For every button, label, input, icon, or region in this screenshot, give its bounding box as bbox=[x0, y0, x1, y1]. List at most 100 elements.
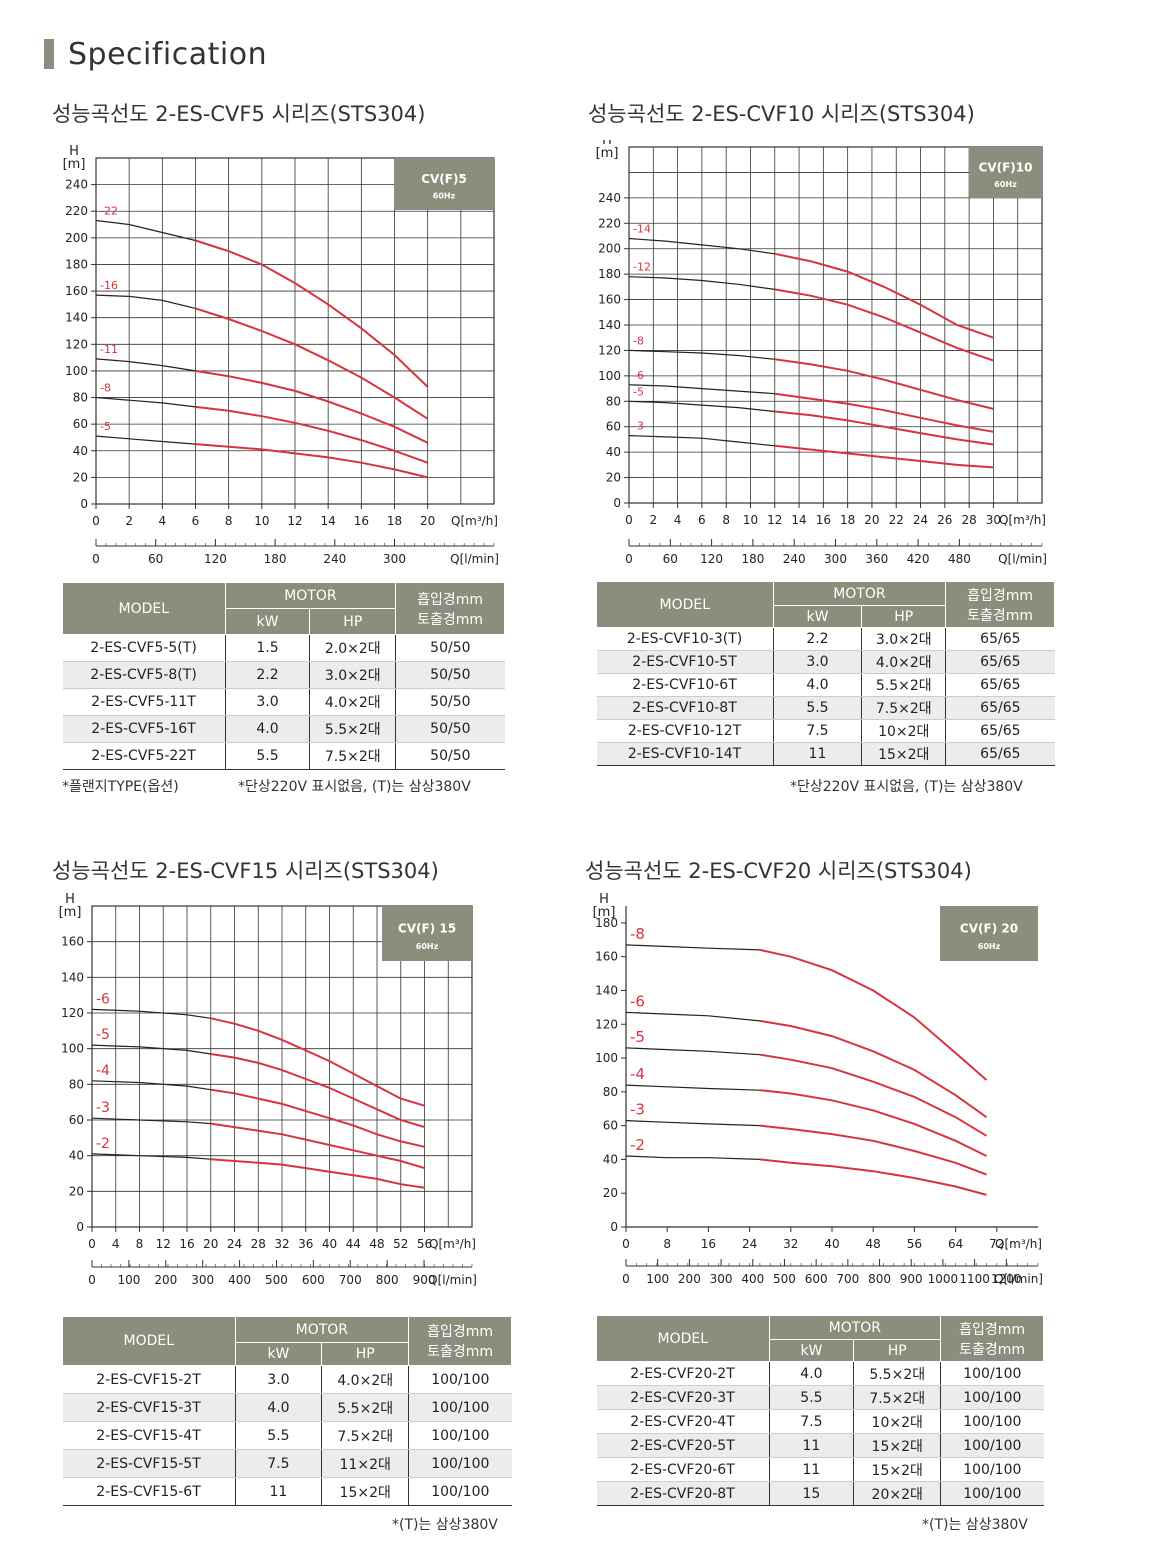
cell-hp: 2.0×2대 bbox=[309, 634, 396, 662]
cell-hp: 15×2대 bbox=[853, 1433, 941, 1458]
cell-model: 2-ES-CVF20-2T bbox=[596, 1361, 770, 1386]
curve-stage-label: -3 bbox=[630, 1101, 645, 1119]
table-row: 2-ES-CVF20-4T 7.5 10×2대 100/100 bbox=[596, 1409, 1044, 1434]
cell-model: 2-ES-CVF10-8T bbox=[596, 696, 774, 720]
model-badge-label: CV(F) 15 bbox=[398, 921, 456, 935]
cell-hp: 4.0×2대 bbox=[861, 650, 946, 674]
curve-shutoff-segment bbox=[625, 1047, 760, 1056]
pump-curve-chart-cvf20: 0 20 40 60 80 100 120 140 160 180 0 8 16 24 32 40 48 56 64… bbox=[593, 892, 1043, 1286]
curve-shutoff-segment bbox=[628, 435, 775, 447]
x-tick-label: 2 bbox=[649, 513, 657, 527]
header-bore-suction: 흡입경mm bbox=[967, 587, 1034, 604]
y-tick-label: 140 bbox=[61, 970, 84, 984]
cell-kw: 2.2 bbox=[224, 661, 310, 689]
y-tick-label: 120 bbox=[65, 337, 88, 351]
model-badge-sub: 60Hz bbox=[994, 180, 1017, 189]
x-tick-label: 16 bbox=[701, 1237, 716, 1251]
table-row: 2-ES-CVF15-6T 11 15×2대 100/100 bbox=[62, 1477, 512, 1506]
cell-hp: 5.5×2대 bbox=[853, 1361, 941, 1386]
note-voltage: *(T)는 삼상380V bbox=[392, 1517, 498, 1533]
y-tick-label: 180 bbox=[595, 916, 618, 930]
curve-operating-segment bbox=[759, 1124, 987, 1176]
x2-tick-label: 400 bbox=[741, 1272, 764, 1286]
curve-operating-segment bbox=[195, 369, 429, 444]
x-tick-label: 24 bbox=[913, 513, 928, 527]
x2-tick-label: 600 bbox=[302, 1273, 325, 1287]
y-tick-label: 40 bbox=[73, 444, 88, 458]
cell-model: 2-ES-CVF20-5T bbox=[596, 1433, 770, 1458]
curve-shutoff-segment bbox=[625, 1155, 760, 1160]
y-tick-label: 120 bbox=[595, 1017, 618, 1031]
cell-kw: 7.5 bbox=[768, 1409, 854, 1434]
x-tick-label: 56 bbox=[907, 1237, 922, 1251]
x-tick-label: 14 bbox=[791, 513, 806, 527]
curve-stage-label: -8 bbox=[630, 925, 645, 943]
table-row: 2-ES-CVF15-3T 4.0 5.5×2대 100/100 bbox=[62, 1393, 512, 1422]
x-tick-label: 20 bbox=[864, 513, 879, 527]
note-flange: *플랜지TYPE(옵션) bbox=[62, 779, 179, 795]
curve-shutoff-segment bbox=[625, 1084, 760, 1091]
curve-operating-segment bbox=[774, 392, 994, 433]
curve-operating-segment bbox=[759, 1158, 987, 1196]
header-motor: MOTOR bbox=[224, 582, 397, 609]
curve-shutoff-segment bbox=[625, 1120, 760, 1127]
section-title: 성능곡선도 2-ES-CVF10 시리즈(STS304) bbox=[588, 102, 975, 126]
y-tick-label: 180 bbox=[598, 267, 621, 281]
header-motor: MOTOR bbox=[772, 581, 947, 606]
x-tick-label: 4 bbox=[159, 514, 167, 528]
curve-stage-label: -3 bbox=[96, 1100, 110, 1116]
cell-model: 2-ES-CVF15-2T bbox=[62, 1365, 236, 1394]
x-tick-label: 12 bbox=[287, 514, 302, 528]
x-tick-label: 12 bbox=[767, 513, 782, 527]
cell-kw: 5.5 bbox=[772, 696, 862, 720]
curve-stage-label: -14 bbox=[633, 223, 651, 236]
y-tick-label: 0 bbox=[80, 497, 88, 511]
x-tick-label: 14 bbox=[321, 514, 336, 528]
x-axis-label: Q[m³/h] bbox=[429, 1237, 476, 1251]
cell-kw: 4.0 bbox=[234, 1393, 322, 1422]
header-kw: kW bbox=[234, 1342, 323, 1366]
x2-tick-label: 0 bbox=[622, 1272, 630, 1286]
x2-tick-label: 480 bbox=[948, 552, 971, 566]
x2-tick-label: 120 bbox=[700, 552, 723, 566]
x-tick-label: 30 bbox=[986, 513, 1001, 527]
y-tick-label: 220 bbox=[598, 216, 621, 230]
y-tick-label: 20 bbox=[606, 471, 621, 485]
y-tick-label: 0 bbox=[610, 1220, 618, 1234]
model-badge-sub: 60Hz bbox=[416, 942, 439, 951]
x-tick-label: 16 bbox=[816, 513, 831, 527]
x-tick-label: 12 bbox=[156, 1237, 171, 1251]
x2-tick-label: 1100 bbox=[959, 1272, 990, 1286]
x2-tick-label: 900 bbox=[413, 1273, 436, 1287]
y-tick-label: 100 bbox=[595, 1051, 618, 1065]
cell-bore: 65/65 bbox=[945, 627, 1055, 651]
cell-bore: 65/65 bbox=[945, 696, 1055, 720]
cell-hp: 7.5×2대 bbox=[861, 696, 946, 720]
cell-hp: 4.0×2대 bbox=[309, 688, 396, 716]
page-title: Specification bbox=[68, 36, 268, 72]
cell-model: 2-ES-CVF10-12T bbox=[596, 719, 774, 743]
y-axis-unit: [m] bbox=[593, 905, 616, 920]
table-row: 2-ES-CVF10-5T 3.0 4.0×2대 65/65 bbox=[596, 650, 1055, 674]
cell-bore: 100/100 bbox=[940, 1361, 1044, 1386]
header-bore-discharge: 토출경mm bbox=[967, 607, 1034, 624]
cell-hp: 10×2대 bbox=[861, 719, 946, 743]
cell-model: 2-ES-CVF15-4T bbox=[62, 1421, 236, 1450]
curve-operating-segment bbox=[210, 1017, 425, 1107]
curve-operating-segment bbox=[774, 288, 994, 362]
curve-shutoff-segment bbox=[95, 435, 196, 445]
cell-hp: 10×2대 bbox=[853, 1409, 941, 1434]
x-tick-label: 36 bbox=[298, 1237, 313, 1251]
cell-hp: 20×2대 bbox=[853, 1481, 941, 1506]
cell-bore: 50/50 bbox=[395, 634, 505, 662]
table-row: 2-ES-CVF10-14T 11 15×2대 65/65 bbox=[596, 742, 1055, 766]
header-bore: 흡입경mm 토출경mm bbox=[408, 1316, 512, 1366]
y-tick-label: 140 bbox=[65, 311, 88, 325]
x-tick-label: 0 bbox=[625, 513, 633, 527]
model-badge-label: CV(F) 20 bbox=[960, 921, 1018, 935]
cell-model: 2-ES-CVF5-5(T) bbox=[62, 634, 226, 662]
x2-axis-label: Q[l/min] bbox=[450, 552, 499, 566]
x-tick-label: 0 bbox=[622, 1237, 630, 1251]
y-tick-label: 120 bbox=[61, 1006, 84, 1020]
table-row: 2-ES-CVF10-12T 7.5 10×2대 65/65 bbox=[596, 719, 1055, 743]
